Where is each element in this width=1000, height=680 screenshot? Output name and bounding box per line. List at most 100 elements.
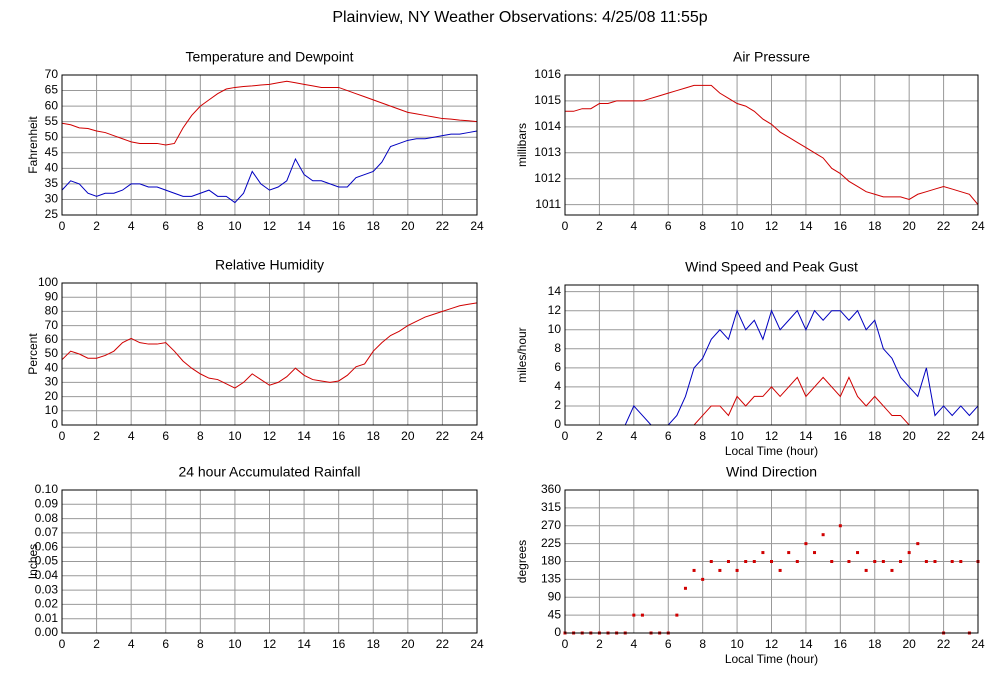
y-tick-label: 225 — [541, 536, 561, 550]
x-tick-label: 22 — [937, 637, 951, 651]
x-tick-label: 10 — [228, 219, 242, 233]
x-tick-label: 14 — [799, 637, 813, 651]
x-tick-label: 4 — [630, 219, 637, 233]
x-tick-label: 10 — [730, 637, 744, 651]
x-tick-label: 6 — [162, 429, 169, 443]
x-tick-label: 10 — [228, 429, 242, 443]
y-tick-label: 0.09 — [35, 496, 59, 510]
y-tick-label: 4 — [554, 379, 561, 393]
data-line — [565, 309, 979, 426]
y-tick-label: 315 — [541, 500, 561, 514]
data-point — [718, 568, 722, 572]
x-tick-label: 0 — [59, 429, 66, 443]
data-point — [959, 560, 963, 563]
y-tick-label: 30 — [45, 192, 59, 206]
x-tick-label: 2 — [596, 429, 603, 443]
y-tick-label: 2 — [554, 398, 561, 412]
plot-frame — [61, 74, 478, 216]
y-tick-label: 1011 — [535, 197, 561, 211]
x-tick-label: 4 — [630, 429, 637, 443]
chart-title: Air Pressure — [733, 49, 810, 65]
y-axis-label: millibars — [515, 123, 529, 167]
x-tick-label: 14 — [297, 219, 311, 233]
x-tick-label: 24 — [470, 429, 484, 443]
x-tick-label: 0 — [562, 637, 569, 651]
y-tick-label: 0.04 — [35, 568, 59, 582]
data-point — [924, 560, 928, 563]
x-tick-label: 18 — [367, 429, 381, 443]
y-tick-label: 0.01 — [35, 611, 59, 625]
x-tick-label: 8 — [699, 429, 706, 443]
y-axis-label: Inches — [26, 544, 40, 579]
x-tick-label: 16 — [834, 429, 848, 443]
data-point — [795, 560, 799, 563]
x-tick-label: 14 — [297, 637, 311, 651]
data-point — [916, 542, 920, 546]
data-point — [675, 613, 679, 617]
data-point — [821, 533, 825, 537]
x-tick-label: 18 — [868, 219, 882, 233]
x-tick-label: 0 — [562, 219, 569, 233]
x-tick-label: 22 — [937, 429, 951, 443]
data-point — [752, 560, 756, 563]
x-axis-label: Local Time (hour) — [725, 652, 818, 666]
data-point — [735, 568, 739, 572]
y-tick-label: 80 — [45, 304, 59, 318]
y-tick-label: 14 — [548, 284, 562, 298]
x-tick-label: 16 — [332, 219, 346, 233]
data-point — [761, 551, 765, 555]
x-tick-label: 20 — [902, 637, 916, 651]
data-point — [726, 560, 730, 563]
x-tick-label: 24 — [971, 429, 985, 443]
data-point — [709, 560, 713, 563]
figure-title: Plainview, NY Weather Observations: 4/25… — [332, 9, 707, 26]
x-tick-label: 6 — [162, 637, 169, 651]
data-point — [830, 560, 834, 563]
x-tick-label: 4 — [128, 429, 135, 443]
y-tick-label: 30 — [45, 375, 59, 389]
y-tick-label: 0.10 — [35, 482, 59, 496]
data-point — [701, 577, 705, 581]
x-tick-label: 24 — [971, 219, 985, 233]
x-tick-label: 8 — [197, 637, 204, 651]
x-tick-label: 22 — [937, 219, 951, 233]
data-point — [899, 560, 903, 563]
x-tick-label: 4 — [128, 219, 135, 233]
data-point — [847, 560, 851, 563]
data-point — [744, 560, 748, 563]
data-line — [565, 84, 979, 205]
x-tick-label: 0 — [59, 637, 66, 651]
x-tick-label: 0 — [562, 429, 569, 443]
x-tick-label: 12 — [765, 637, 779, 651]
y-tick-label: 0.00 — [35, 625, 59, 639]
plot-frame — [564, 489, 979, 634]
plot-frame — [564, 74, 979, 216]
data-line — [61, 302, 478, 389]
x-tick-label: 10 — [730, 219, 744, 233]
x-tick-label: 6 — [665, 219, 672, 233]
y-tick-label: 90 — [548, 589, 562, 603]
data-point — [890, 568, 894, 572]
data-point — [907, 551, 911, 555]
x-tick-label: 6 — [665, 637, 672, 651]
y-tick-label: 60 — [45, 332, 59, 346]
plot-frame — [564, 284, 979, 426]
x-tick-label: 8 — [197, 429, 204, 443]
x-tick-label: 14 — [297, 429, 311, 443]
data-point — [950, 560, 954, 563]
y-axis-label: Percent — [26, 333, 40, 375]
y-tick-label: 0 — [554, 417, 561, 431]
x-axis-label: Local Time (hour) — [725, 444, 818, 458]
x-tick-label: 16 — [834, 637, 848, 651]
plot-frame — [61, 489, 478, 634]
y-tick-label: 0 — [554, 625, 561, 639]
chart-title: 24 hour Accumulated Rainfall — [178, 464, 360, 480]
x-tick-label: 12 — [263, 219, 277, 233]
x-tick-label: 20 — [401, 219, 415, 233]
y-axis-label: Fahrenheit — [26, 116, 40, 174]
y-tick-label: 50 — [45, 346, 59, 360]
y-tick-label: 35 — [45, 176, 59, 190]
x-tick-label: 12 — [765, 219, 779, 233]
data-line — [61, 80, 478, 146]
